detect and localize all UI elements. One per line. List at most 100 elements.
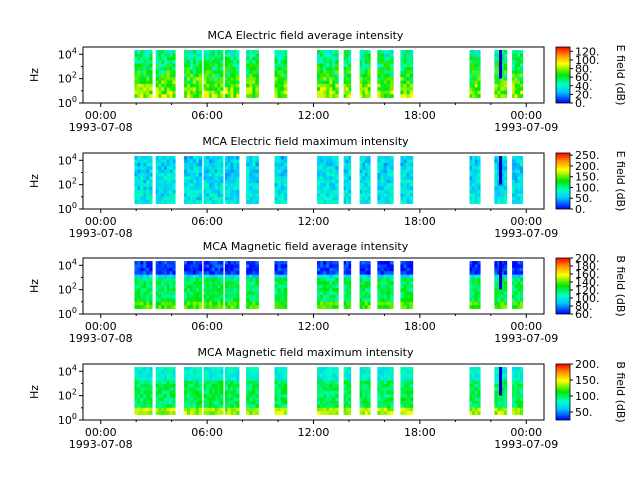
observation-block <box>246 261 259 309</box>
panel-title: MCA Electric field average intensity <box>208 29 404 42</box>
observation-block <box>203 50 224 98</box>
spectrogram-panel-4: MCA Magnetic field maximum intensity1001… <box>28 346 627 451</box>
observation-block <box>377 156 394 204</box>
colorbar-tick-label: 40. <box>575 80 593 93</box>
y-tick-label: 102 <box>58 282 77 297</box>
x-tick-label: 00:00 <box>85 426 117 439</box>
x-tick-label: 00:00 <box>510 109 542 122</box>
y-axis-label: Hz <box>28 174 41 188</box>
x-tick-label: 00:00 <box>510 320 542 333</box>
observation-block <box>512 50 524 98</box>
spectrogram-panel-3: MCA Magnetic field average intensity1001… <box>28 240 627 345</box>
observation-block <box>377 50 394 98</box>
y-tick-label: 104 <box>58 363 77 378</box>
colorbar-tick-label: 80. <box>575 63 593 76</box>
x-tick-label: 18:00 <box>404 109 436 122</box>
colorbar-tick-label: 20. <box>575 88 593 101</box>
x-tick-label: 06:00 <box>191 215 223 228</box>
observation-block <box>359 367 371 415</box>
x-tick-label: 06:00 <box>191 320 223 333</box>
observation-block <box>224 261 240 309</box>
x-tick-label: 00:00 <box>85 109 117 122</box>
observation-block <box>343 50 352 98</box>
y-axis-label: Hz <box>28 68 41 82</box>
event-streak <box>499 50 503 79</box>
spectrogram-panel-2: MCA Electric field maximum intensity1001… <box>28 135 627 240</box>
y-tick-label: 100 <box>58 95 77 110</box>
observation-block <box>184 261 203 309</box>
observation-block <box>246 367 259 415</box>
event-streak <box>499 367 503 396</box>
observation-block <box>155 156 176 204</box>
colorbar-tick-label: 60. <box>575 71 593 84</box>
observation-block <box>274 156 288 204</box>
observation-block <box>274 50 288 98</box>
colorbar-tick-label: 120. <box>575 45 600 58</box>
observation-block <box>343 367 352 415</box>
observation-block <box>343 261 352 309</box>
observation-block <box>359 50 371 98</box>
observation-block <box>359 261 371 309</box>
event-streak <box>499 156 503 185</box>
observation-block <box>134 261 153 309</box>
colorbar-tick-label: 150. <box>575 374 600 387</box>
observation-block <box>343 156 352 204</box>
observation-block <box>155 261 176 309</box>
colorbar-tick-label: 200. <box>575 252 600 265</box>
colorbar-tick-label: 180. <box>575 260 600 273</box>
y-tick-label: 102 <box>58 71 77 86</box>
colorbar-tick-label: 140. <box>575 276 600 289</box>
panel-title: MCA Magnetic field average intensity <box>203 240 409 253</box>
observation-block <box>377 261 394 309</box>
x-tick-date: 1993-07-08 <box>69 227 133 240</box>
colorbar-tick-label: 60. <box>575 308 593 321</box>
observation-block <box>184 50 203 98</box>
x-tick-label: 12:00 <box>298 426 330 439</box>
observation-block <box>400 156 414 204</box>
observation-block <box>469 367 481 415</box>
observation-block <box>400 367 414 415</box>
observation-block <box>469 156 481 204</box>
observation-block <box>494 261 508 309</box>
colorbar-tick-label: 50. <box>575 406 593 419</box>
colorbar-label: B field (dB) <box>614 361 627 422</box>
x-tick-date: 1993-07-09 <box>494 227 558 240</box>
y-tick-label: 104 <box>58 257 77 272</box>
observation-block <box>155 50 176 98</box>
observation-block <box>184 367 203 415</box>
x-tick-label: 00:00 <box>85 320 117 333</box>
colorbar-label: B field (dB) <box>614 255 627 316</box>
colorbar: 60.80.100.120.140.160.180.200. B field (d… <box>555 252 627 321</box>
colorbar-tick-label: 0. <box>575 97 586 110</box>
observation-block <box>400 50 414 98</box>
x-tick-date: 1993-07-09 <box>494 332 558 345</box>
colorbar-tick-label: 50. <box>575 192 593 205</box>
x-tick-label: 12:00 <box>298 215 330 228</box>
observation-block <box>134 50 153 98</box>
observation-block <box>469 261 481 309</box>
colorbar-tick-label: 100. <box>575 54 600 67</box>
observation-block <box>246 156 259 204</box>
x-tick-label: 00:00 <box>85 215 117 228</box>
observation-block <box>469 50 481 98</box>
observation-block <box>203 156 224 204</box>
y-tick-labels: 100 102 104 <box>58 363 77 427</box>
observation-block <box>317 156 339 204</box>
x-tick-date: 1993-07-08 <box>69 438 133 451</box>
colorbar-tick-label: 250. <box>575 149 600 162</box>
x-tick-date: 1993-07-08 <box>69 332 133 345</box>
colorbar-tick-label: 100. <box>575 181 600 194</box>
colorbar-tick-label: 100. <box>575 292 600 305</box>
observation-block <box>317 261 339 309</box>
observation-block <box>224 50 240 98</box>
colorbar-tick-label: 200. <box>575 160 600 173</box>
observation-block <box>203 261 224 309</box>
y-tick-labels: 100 102 104 <box>58 46 77 110</box>
observation-block <box>134 367 153 415</box>
colorbar-tick-label: 100. <box>575 390 600 403</box>
observation-block <box>184 156 203 204</box>
x-tick-date: 1993-07-09 <box>494 121 558 134</box>
colorbar-tick-label: 120. <box>575 284 600 297</box>
x-tick-label: 18:00 <box>404 215 436 228</box>
x-tick-label: 00:00 <box>510 215 542 228</box>
